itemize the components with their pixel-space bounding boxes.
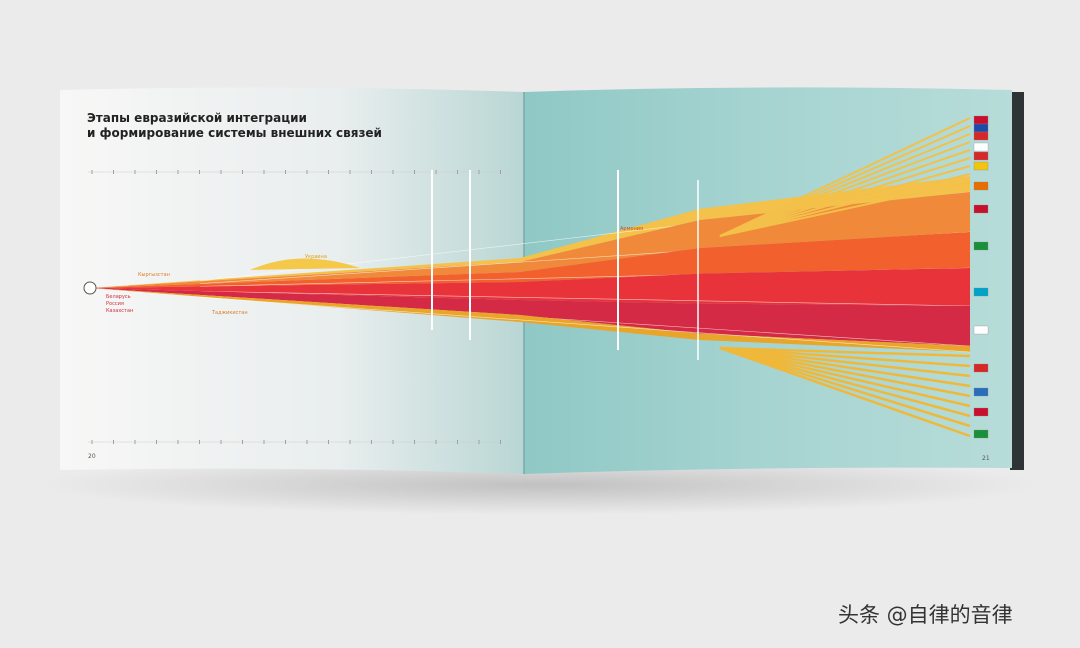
flag — [973, 181, 989, 191]
page-number: 21 — [982, 455, 990, 462]
flag — [973, 142, 989, 152]
flag — [973, 429, 989, 439]
band — [90, 268, 970, 306]
founder-label: Казахстан — [106, 308, 133, 314]
flag — [973, 287, 989, 297]
band — [90, 176, 970, 288]
flag — [973, 204, 989, 214]
fan-line — [719, 157, 971, 237]
bands — [90, 117, 971, 438]
fan-line — [719, 346, 971, 378]
timeline — [88, 170, 510, 444]
country-label: Кыргызстан — [138, 272, 170, 278]
fan-line — [719, 346, 971, 368]
page-number: 20 — [88, 453, 96, 460]
band — [90, 232, 970, 288]
watermark: 头条 @自律的音律 — [838, 603, 1013, 627]
fan-line — [719, 149, 971, 237]
flag — [973, 161, 989, 171]
band — [250, 258, 360, 270]
band-divider — [199, 296, 971, 353]
flag — [973, 115, 989, 125]
band — [90, 288, 970, 352]
fan-line — [719, 181, 971, 237]
fan-line — [719, 346, 971, 398]
country-label: Таджикистан — [211, 310, 248, 316]
fan-line — [719, 346, 971, 418]
flag — [973, 151, 989, 161]
country-label: Украина — [305, 254, 327, 260]
fan-line — [719, 346, 971, 408]
flag — [973, 123, 989, 133]
fan-line — [719, 346, 971, 438]
book-shadow — [40, 455, 1040, 515]
flag — [973, 241, 989, 251]
fan-line — [719, 141, 971, 237]
band — [90, 192, 970, 288]
fan-line — [719, 346, 971, 388]
fan-line — [719, 165, 971, 237]
fan-line — [719, 346, 971, 428]
country-label: Армения — [620, 226, 643, 232]
flags — [973, 115, 989, 439]
fan-line — [719, 133, 971, 237]
fan-line — [719, 346, 971, 358]
founder-label: Россия — [106, 301, 124, 307]
fan-line — [719, 125, 971, 237]
title: и формирование системы внешних связей — [87, 126, 382, 140]
flag — [973, 407, 989, 417]
origin-marker — [83, 281, 97, 295]
flag — [973, 131, 989, 141]
fan-line — [719, 173, 971, 237]
band-divider — [199, 290, 971, 307]
flag — [973, 325, 989, 335]
flag — [973, 363, 989, 373]
founder-label: Беларусь — [106, 294, 131, 300]
book-edge — [1010, 92, 1024, 470]
fan-line — [719, 117, 971, 237]
flag — [973, 387, 989, 397]
title: Этапы евразийской интеграции — [87, 111, 307, 125]
